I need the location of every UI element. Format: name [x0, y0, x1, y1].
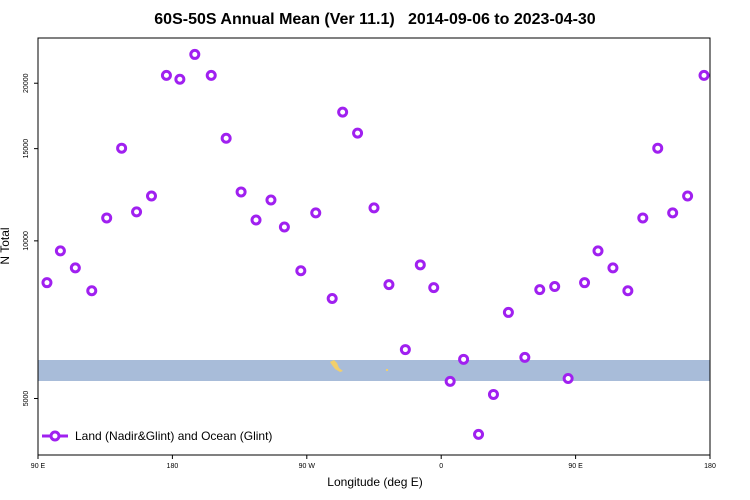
data-point	[278, 221, 290, 233]
data-point	[444, 375, 456, 387]
data-point	[69, 262, 81, 274]
plot-frame	[37, 37, 711, 456]
x-axis-label: Longitude (deg E)	[327, 475, 422, 489]
data-point	[337, 106, 349, 118]
data-point	[368, 202, 380, 214]
legend: Land (Nadir&Glint) and Ocean (Glint)	[42, 429, 272, 443]
y-tick-label: 5000	[23, 391, 30, 407]
data-point	[205, 69, 217, 81]
data-point	[145, 190, 157, 202]
data-point	[383, 279, 395, 291]
data-point	[414, 259, 426, 271]
data-point	[131, 206, 143, 218]
data-point	[160, 69, 172, 81]
y-tick-label: 20000	[23, 73, 30, 93]
legend-marker	[49, 430, 61, 442]
y-tick-label: 10000	[23, 231, 30, 251]
data-point	[326, 293, 338, 305]
x-tick-label: 90 W	[299, 463, 316, 470]
data-point	[622, 285, 634, 297]
y-axis-label: N Total	[0, 227, 12, 264]
data-point	[41, 277, 53, 289]
land-patch	[330, 360, 343, 372]
data-point	[682, 190, 694, 202]
x-tick-label: 90 E	[31, 463, 46, 470]
data-point	[519, 351, 531, 363]
data-point	[86, 285, 98, 297]
data-point	[174, 73, 186, 85]
data-point	[352, 127, 364, 139]
x-tick-label: 0	[439, 463, 443, 470]
chart-title: 60S-50S Annual Mean (Ver 11.1) 2014-09-0…	[154, 11, 596, 28]
data-point	[250, 214, 262, 226]
data-point	[562, 372, 574, 384]
data-point	[54, 245, 66, 257]
data-point	[220, 132, 232, 144]
x-tick-label: 180	[704, 463, 716, 470]
data-point	[607, 262, 619, 274]
data-point	[399, 344, 411, 356]
data-point	[310, 207, 322, 219]
data-point	[116, 142, 128, 154]
data-point	[667, 207, 679, 219]
data-point	[549, 281, 561, 293]
data-point	[637, 212, 649, 224]
data-point	[473, 428, 485, 440]
data-point	[579, 277, 591, 289]
data-point	[652, 142, 664, 154]
data-point	[101, 212, 113, 224]
data-point	[534, 284, 546, 296]
data-point	[502, 306, 514, 318]
data-point	[295, 265, 307, 277]
data-point	[458, 353, 470, 365]
land-patch	[386, 369, 388, 371]
data-point	[265, 194, 277, 206]
x-tick-label: 90 E	[568, 463, 583, 470]
y-tick-label: 15000	[23, 139, 30, 159]
x-tick-label: 180	[167, 463, 179, 470]
data-point	[235, 186, 247, 198]
data-point	[428, 282, 440, 294]
data-point	[592, 245, 604, 257]
data-point	[189, 48, 201, 60]
data-point	[487, 388, 499, 400]
legend-label: Land (Nadir&Glint) and Ocean (Glint)	[75, 429, 272, 443]
data-point	[698, 69, 710, 81]
region-band	[38, 360, 710, 381]
